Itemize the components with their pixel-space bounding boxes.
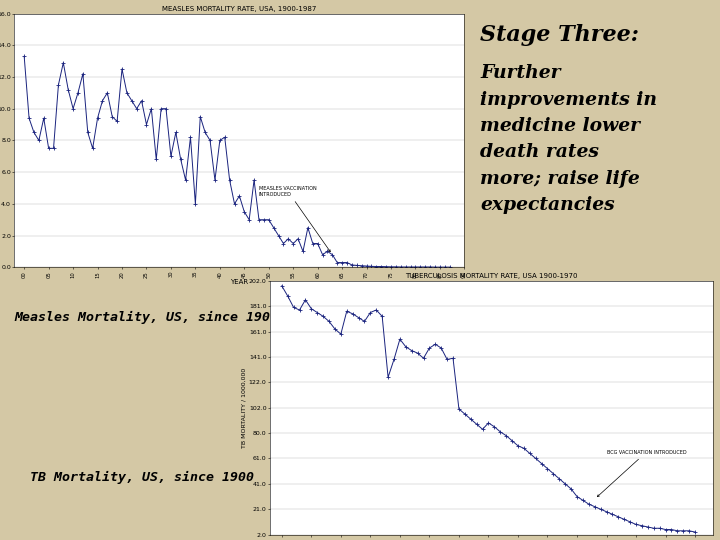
Title: TUBERCULOSIS MORTALITY RATE, USA 1900-1970: TUBERCULOSIS MORTALITY RATE, USA 1900-19… <box>405 273 577 279</box>
X-axis label: YEAR: YEAR <box>230 279 248 285</box>
Text: Measles Mortality, US, since 1900: Measles Mortality, US, since 1900 <box>14 311 278 325</box>
Text: TB Mortality, US, since 1900: TB Mortality, US, since 1900 <box>30 471 254 484</box>
Text: MEASLES VACCINATION
INTRODUCED: MEASLES VACCINATION INTRODUCED <box>259 186 330 252</box>
Text: BCG VACCINATION INTRODUCED: BCG VACCINATION INTRODUCED <box>598 450 686 497</box>
Title: MEASLES MORTALITY RATE, USA, 1900-1987: MEASLES MORTALITY RATE, USA, 1900-1987 <box>162 6 317 12</box>
Y-axis label: TB MORTALITY / 1000,000: TB MORTALITY / 1000,000 <box>241 368 246 448</box>
Text: Further
improvements in
medicine lower
death rates
more; raise life
expectancies: Further improvements in medicine lower d… <box>480 64 657 214</box>
Text: Stage Three:: Stage Three: <box>480 24 639 46</box>
